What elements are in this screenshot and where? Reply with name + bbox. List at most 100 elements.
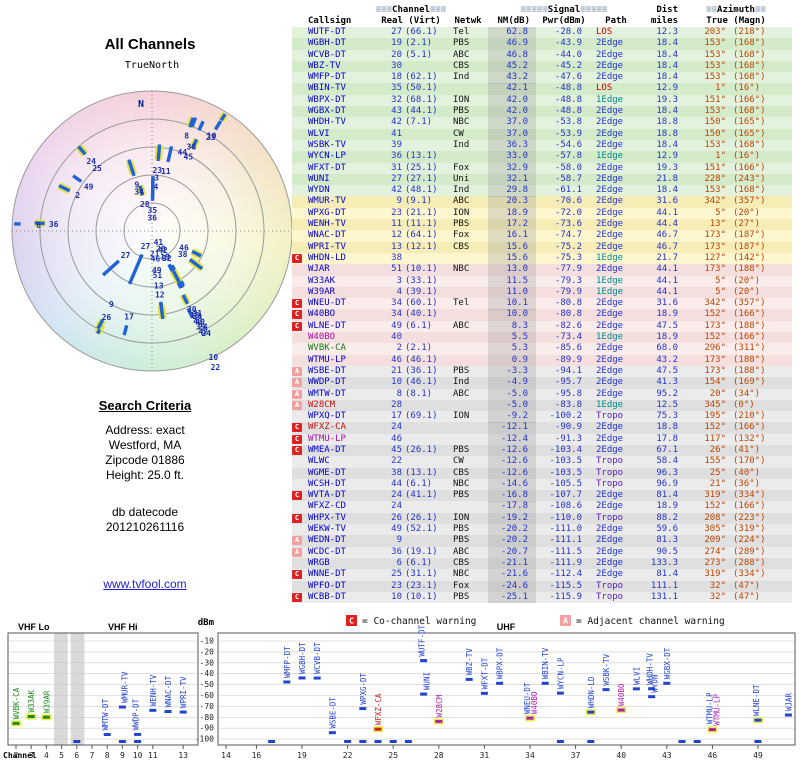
real-channel: 25: [391, 569, 402, 580]
noise-margin: 42.1: [488, 83, 536, 95]
callsign: WPFO-DT: [308, 580, 346, 591]
distance-miles: 18.4: [656, 106, 678, 117]
noise-margin: 42.0: [488, 94, 536, 107]
path: 2Edge: [596, 298, 624, 309]
network: PBS: [453, 38, 470, 49]
virtual-channel: (68.1): [405, 94, 438, 105]
network: Ind: [453, 185, 470, 196]
callsign: WPXQ-DT: [308, 411, 346, 422]
power-dbm: -79.9: [554, 286, 582, 297]
azimuth-true: 305°: [704, 524, 726, 535]
svg-text:13: 13: [154, 282, 164, 291]
table-row: W33AK 3 (33.1) 11.5 -79.3 1Edge 44.1 5° (20°): [292, 275, 792, 287]
power-dbm: -112.4: [549, 569, 582, 580]
path: 2Edge: [596, 546, 624, 557]
noise-margin: -9.2: [488, 411, 536, 423]
virtual-channel: (12.1): [405, 241, 438, 252]
tvfool-link[interactable]: www.tvfool.com: [103, 577, 187, 591]
real-channel: 26: [391, 512, 402, 523]
real-channel: 23: [391, 580, 402, 591]
network: [448, 332, 488, 343]
callsign: WJAR: [308, 264, 330, 275]
virtual-channel: (52.1): [405, 524, 438, 535]
table-row: WNAC-DT 12 (64.1) Fox 16.1 -74.7 2Edge 46.7 173°…: [292, 230, 792, 242]
chart-marker: [73, 740, 81, 743]
power-dbm: -45.2: [554, 60, 582, 71]
virtual-channel: (48.1): [405, 185, 438, 196]
azimuth-true: 1°: [715, 151, 726, 162]
path: 2Edge: [596, 524, 624, 535]
power-dbm: -61.1: [554, 185, 582, 196]
header-spacer: [292, 16, 306, 27]
real-channel: 34: [391, 298, 402, 309]
table-row: WUTF-DT 27 (66.1) Tel 62.8 -28.0 LOS 12.3 203° (2…: [292, 27, 792, 39]
svg-text:31: 31: [480, 751, 490, 760]
power-dbm: -70.6: [554, 196, 582, 207]
svg-text:-60: -60: [200, 691, 215, 700]
svg-text:10: 10: [207, 132, 217, 141]
power-dbm: -95.8: [554, 388, 582, 399]
power-dbm: -100.2: [549, 411, 582, 422]
azimuth-true: 173°: [704, 365, 726, 376]
radar-ticks: [14, 111, 229, 336]
real-channel: 51: [391, 264, 402, 275]
azimuth-true: 155°: [704, 456, 726, 467]
callsign: WVTA-DT: [308, 490, 346, 501]
azimuth-magnetic: (224°): [733, 535, 766, 546]
noise-margin: 33.0: [488, 151, 536, 163]
power-dbm: -44.0: [554, 49, 582, 60]
noise-margin: 11.5: [488, 275, 536, 287]
criteria-height: Height: 25.0 ft.: [105, 468, 185, 482]
power-dbm: -53.8: [554, 117, 582, 128]
virtual-channel: (60.1): [405, 298, 438, 309]
vhf-hi-label: VHF Hi: [108, 622, 138, 632]
virtual-channel: (2.1): [405, 38, 433, 49]
chart-marker: [435, 719, 443, 723]
svg-text:3: 3: [154, 174, 159, 183]
svg-text:34: 34: [192, 312, 202, 321]
distance-miles: 90.5: [656, 546, 678, 557]
real-virt-column-header: Real (Virt): [381, 16, 441, 26]
warning-tag-cell: [292, 151, 306, 162]
chart-marker: [359, 740, 367, 743]
distance-miles: 18.9: [656, 309, 678, 320]
path: Tropo: [596, 456, 624, 467]
virtual-channel: (26.1): [405, 444, 438, 455]
noise-margin: -4.9: [488, 377, 536, 389]
azimuth-magnetic: (218°): [733, 27, 766, 37]
warning-tag-cell: [292, 411, 306, 422]
real-channel: 10: [391, 591, 402, 602]
noise-margin: -16.8: [488, 490, 536, 502]
power-dbm: -75.2: [554, 241, 582, 252]
network: PBS: [453, 444, 470, 455]
network: [448, 501, 488, 512]
table-row: WFXZ-CD 24 -17.8 -108.6 2Edge 18.9 152° (166°): [292, 501, 792, 513]
virtual-channel: [402, 61, 448, 72]
table-row: W40BO 40 5.5 -73.4 1Edge 18.9 152° (166°): [292, 332, 792, 344]
azimuth-true: 345°: [704, 399, 726, 410]
warning-tag-cell: [292, 276, 306, 287]
callsign: WUNI: [308, 173, 330, 184]
svg-text:49: 49: [753, 751, 763, 760]
svg-text:46: 46: [708, 751, 718, 760]
path: 1Edge: [596, 94, 624, 105]
callsign: WYCN-LP: [308, 151, 346, 162]
chart-station-label: WFXZ-CA: [374, 693, 383, 725]
distance-miles: 44.1: [656, 275, 678, 286]
azimuth-magnetic: (187°): [733, 230, 766, 241]
callsign: WCDC-DT: [308, 546, 346, 557]
distance-miles: 18.4: [656, 60, 678, 71]
table-row: WGBX-DT 43 (44.1) PBS 42.0 -48.8 2Edge 18.4 153°…: [292, 106, 792, 118]
path: LOS: [596, 83, 613, 94]
table-row: WSBK-TV 39 Ind 36.3 -54.6 2Edge 18.4 153° (168°): [292, 139, 792, 152]
svg-text:-90: -90: [200, 724, 215, 733]
svg-text:24: 24: [201, 329, 211, 338]
real-channel: 49: [391, 524, 402, 535]
network: PBS: [453, 219, 470, 230]
network: [448, 151, 488, 162]
adjacent-channel-warning-tag: A: [292, 400, 302, 410]
criteria-zipcode: Zipcode 01886: [105, 453, 185, 467]
real-channel: 28: [391, 399, 402, 410]
azimuth-magnetic: (27°): [733, 219, 761, 230]
real-channel: 39: [391, 139, 402, 150]
